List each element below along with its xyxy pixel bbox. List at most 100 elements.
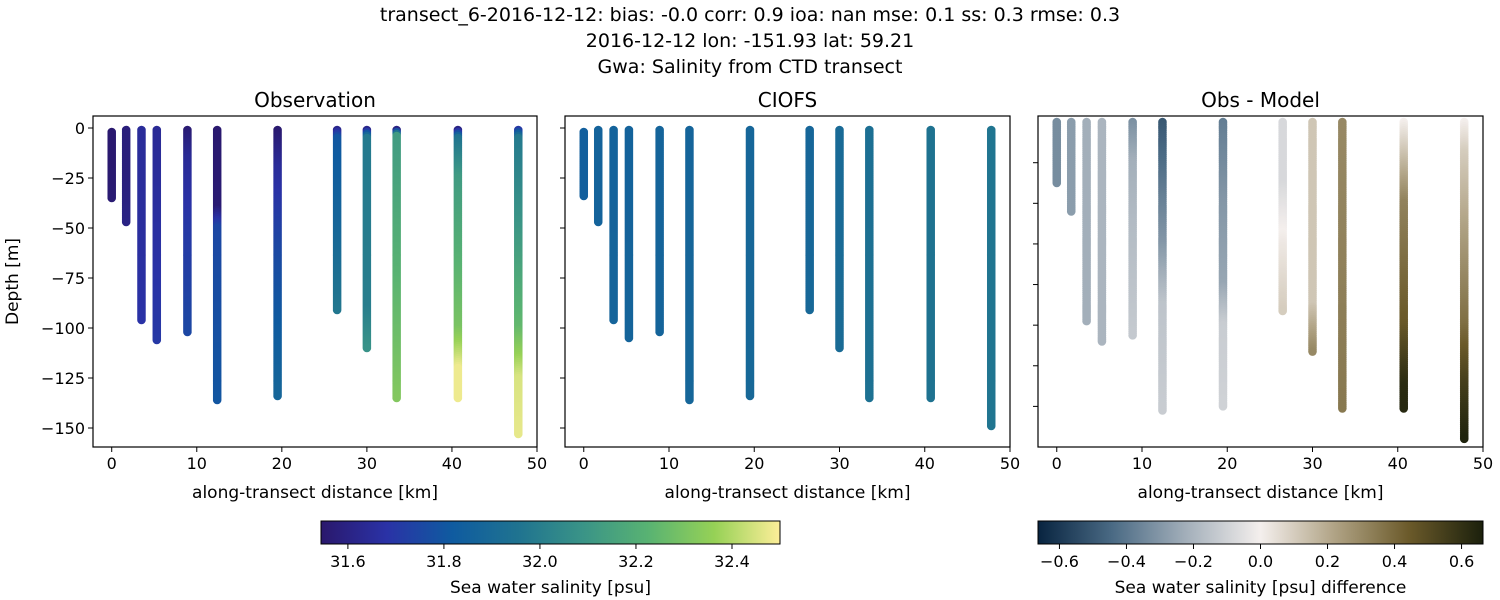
profile-4 [655, 125, 664, 337]
x-tick-label: 10 [659, 454, 679, 473]
colorbar-tick-label: 0.2 [1315, 552, 1340, 571]
data-point [685, 395, 694, 405]
title-line-metrics: transect_6-2016-12-12: bias: -0.0 corr: … [379, 4, 1121, 26]
y-tick-label: −25 [51, 169, 85, 188]
x-tick-label: 20 [744, 454, 764, 473]
profile-8 [1308, 117, 1317, 356]
data-point [183, 327, 192, 337]
profile-11 [513, 125, 523, 439]
colorbar-tick-label: 0.6 [1449, 552, 1474, 571]
profile-1 [121, 125, 131, 227]
data-point [926, 393, 936, 403]
profile-10 [926, 125, 936, 403]
y-tick-label: −100 [41, 319, 85, 338]
profile-8 [362, 125, 372, 353]
colorbar-tick-label: 32.2 [618, 552, 654, 571]
x-tick-label: 50 [1473, 454, 1493, 473]
profile-2 [137, 125, 146, 325]
panel-title: Observation [254, 88, 376, 112]
profile-10 [1399, 117, 1409, 413]
data-point [1128, 331, 1137, 340]
data-point [212, 395, 222, 405]
data-point [1399, 404, 1409, 413]
profile-9 [1338, 117, 1347, 413]
data-point [513, 429, 523, 439]
profile-1 [1066, 117, 1076, 216]
colorbar-label: Sea water salinity [psu] [450, 578, 651, 598]
data-point [273, 391, 282, 401]
profile-9 [392, 125, 401, 403]
x-axis-label: along-transect distance [km] [1138, 483, 1384, 503]
x-tick-label: 0 [1052, 454, 1062, 473]
x-tick-label: 10 [1132, 454, 1152, 473]
data-point [609, 315, 618, 325]
data-point [453, 393, 463, 403]
profile-11 [1459, 117, 1469, 444]
x-tick-label: 50 [1000, 454, 1020, 473]
data-point [624, 333, 634, 343]
data-point [332, 305, 342, 315]
y-tick-label: −150 [41, 419, 85, 438]
colorbar-tick-label: 31.6 [330, 552, 366, 571]
data-point [1066, 207, 1076, 216]
y-tick-label: −75 [51, 269, 85, 288]
x-tick-label: 30 [1302, 454, 1322, 473]
title-line-dataset: Gwa: Salinity from CTD transect [597, 56, 903, 78]
colorbar-salinity: 31.6 31.8 32.0 32.2 32.4 Sea water salinity [… [320, 520, 781, 598]
data-point [362, 343, 372, 353]
data-point [392, 393, 401, 403]
profile-3 [1097, 117, 1107, 346]
profile-7 [1278, 117, 1287, 316]
panel-observation: Observation 0 10 20 30 40 50 0 −25 −50 −75 −100 −125… [3, 88, 547, 503]
profile-4 [183, 125, 192, 337]
profile-7 [805, 125, 814, 315]
profile-7 [332, 125, 342, 315]
colorbar-tick-label: 0.4 [1382, 552, 1407, 571]
x-tick-label: 40 [442, 454, 462, 473]
profile-0 [1052, 117, 1062, 188]
colorbar-bar [1037, 520, 1484, 545]
colorbar-tick-label: 31.8 [426, 552, 462, 571]
profile-5 [1158, 117, 1167, 415]
panel-obs-model: Obs - Model 0 10 20 30 40 50 along-transect dis… [1033, 88, 1493, 503]
colorbar-tick-label: 0.0 [1248, 552, 1273, 571]
x-tick-label: 30 [829, 454, 849, 473]
x-axis-label: along-transect distance [km] [665, 483, 911, 503]
profile-0 [107, 127, 117, 203]
data-point [835, 343, 844, 353]
profile-3 [152, 125, 162, 345]
axes-frame [92, 115, 538, 448]
title-line-location: 2016-12-12 lon: -151.93 lat: 59.21 [585, 30, 915, 52]
x-tick-label: 0 [107, 454, 117, 473]
colorbar-bar [320, 520, 781, 545]
colorbar-tick-label: −0.4 [1107, 552, 1146, 571]
profile-0 [579, 127, 589, 201]
profile-9 [865, 125, 874, 403]
data-point [1278, 306, 1287, 316]
data-point [1338, 404, 1347, 413]
profile-5 [212, 125, 222, 405]
data-point [655, 327, 664, 337]
profile-6 [1218, 117, 1228, 411]
x-axis-label: along-transect distance [km] [192, 483, 438, 503]
data-point [1218, 402, 1228, 411]
x-tick-label: 50 [527, 454, 547, 473]
data-point [1097, 337, 1107, 346]
profile-4 [1128, 117, 1137, 340]
x-tick-label: 20 [272, 454, 292, 473]
data-point [107, 193, 117, 203]
profile-8 [835, 125, 844, 353]
data-point [1308, 347, 1317, 356]
data-point [805, 305, 814, 315]
colorbar-label: Sea water salinity [psu] difference [1115, 578, 1407, 598]
x-tick-label: 40 [915, 454, 935, 473]
profile-2 [1082, 117, 1091, 326]
profile-2 [609, 125, 618, 325]
y-axis-label: Depth [m] [3, 238, 23, 325]
x-tick-label: 10 [187, 454, 207, 473]
data-point [1459, 434, 1469, 444]
panel-title: CIOFS [758, 88, 817, 112]
data-point [152, 335, 162, 345]
